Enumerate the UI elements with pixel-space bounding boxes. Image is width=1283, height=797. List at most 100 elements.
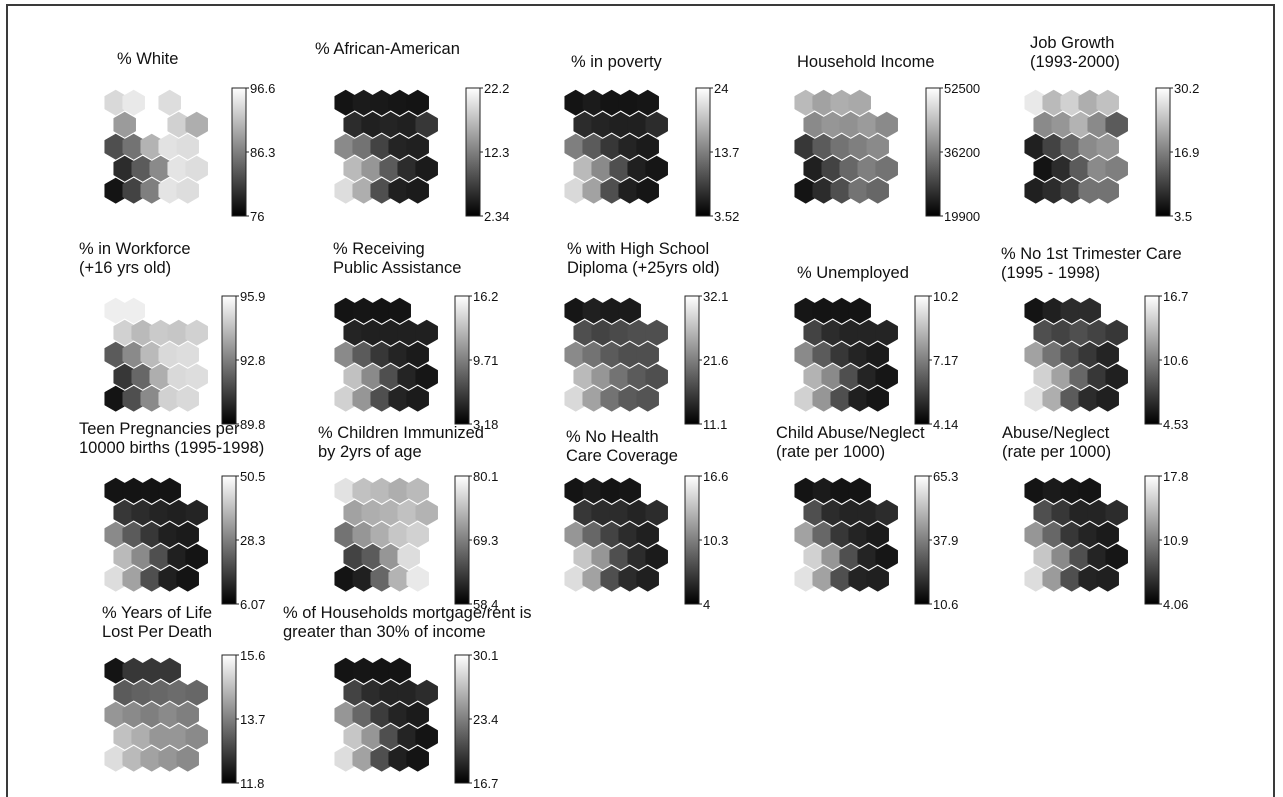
- component-plane: 10.2 7.17 4.14: [794, 289, 958, 432]
- hex-cell: [875, 111, 898, 138]
- hex-cell: [875, 155, 898, 182]
- hex-cell: [406, 701, 429, 728]
- component-plane: 17.8 10.9 4.06: [1024, 469, 1188, 612]
- hex-cell: [176, 385, 199, 412]
- colorbar-label-min: 4.53: [1163, 417, 1188, 432]
- hex-cell: [185, 723, 208, 750]
- hex-cell: [848, 89, 871, 116]
- colorbar-label-mid: 13.7: [714, 145, 739, 160]
- plane-title: % African-American: [315, 40, 460, 58]
- figure-frame: [6, 4, 1275, 797]
- hex-cell: [618, 477, 641, 504]
- component-plane: 65.3 37.9 10.6: [794, 469, 958, 612]
- hex-cell: [415, 723, 438, 750]
- colorbar-label-min: 10.6: [933, 597, 958, 612]
- hex-cell: [176, 701, 199, 728]
- colorbar-label-mid: 10.6: [1163, 353, 1188, 368]
- colorbar: [914, 295, 930, 425]
- colorbar-label-mid: 10.9: [1163, 533, 1188, 548]
- hex-cell: [645, 363, 668, 390]
- hex-cell: [645, 155, 668, 182]
- hex-cell: [1078, 297, 1101, 324]
- colorbar-label-mid: 28.3: [240, 533, 265, 548]
- hex-cell: [185, 111, 208, 138]
- colorbar-label-mid: 86.3: [250, 145, 275, 160]
- colorbar: [221, 295, 237, 425]
- colorbar: [684, 475, 700, 605]
- hex-cell: [1096, 565, 1119, 592]
- colorbar-label-min: 6.07: [240, 597, 265, 612]
- hex-cell: [866, 385, 889, 412]
- colorbar-label-mid: 37.9: [933, 533, 958, 548]
- plane-title: % White: [117, 50, 179, 68]
- hex-cell: [1105, 155, 1128, 182]
- colorbar: [914, 475, 930, 605]
- hex-cell: [636, 177, 659, 204]
- plane-title: % Children Immunized by 2yrs of age: [318, 424, 484, 461]
- colorbar: [684, 295, 700, 425]
- colorbar-label-max: 50.5: [240, 469, 265, 484]
- plane-title: % in Workforce (+16 yrs old): [79, 240, 191, 277]
- component-plane: 96.6 86.3 76: [104, 81, 275, 224]
- hex-cell: [1078, 477, 1101, 504]
- hex-cell: [406, 133, 429, 160]
- colorbar: [465, 87, 481, 217]
- hex-cell: [875, 499, 898, 526]
- hex-cell: [875, 319, 898, 346]
- hex-cell: [866, 177, 889, 204]
- hex-cell: [1105, 319, 1128, 346]
- hex-cell: [406, 521, 429, 548]
- colorbar-label-min: 16.7: [473, 776, 498, 791]
- colorbar: [454, 295, 470, 425]
- hex-cell: [185, 679, 208, 706]
- component-plane: 50.5 28.3 6.07: [104, 469, 265, 612]
- plane-title: % Unemployed: [797, 264, 909, 282]
- hex-cell: [158, 89, 181, 116]
- colorbar-label-max: 65.3: [933, 469, 958, 484]
- hex-cell: [636, 565, 659, 592]
- hex-cell: [1096, 177, 1119, 204]
- hex-cell: [875, 543, 898, 570]
- colorbar-label-max: 96.6: [250, 81, 275, 96]
- hex-cell: [636, 521, 659, 548]
- component-plane: 52500 36200 19900: [794, 81, 980, 224]
- hex-cell: [415, 319, 438, 346]
- hex-cell: [645, 319, 668, 346]
- colorbar: [221, 654, 237, 784]
- hex-cell: [1105, 499, 1128, 526]
- component-plane: 24 13.7 3.52: [564, 81, 739, 224]
- colorbar: [1155, 87, 1171, 217]
- colorbar-label-min: 4: [703, 597, 710, 612]
- hex-cell: [1096, 341, 1119, 368]
- colorbar-label-max: 17.8: [1163, 469, 1188, 484]
- hex-cell: [1096, 385, 1119, 412]
- hex-cell: [158, 477, 181, 504]
- colorbar-label-max: 95.9: [240, 289, 265, 304]
- plane-title: % in poverty: [571, 53, 662, 71]
- hex-cell: [645, 543, 668, 570]
- colorbar-label-mid: 16.9: [1174, 145, 1199, 160]
- hex-cell: [406, 477, 429, 504]
- hex-cell: [406, 177, 429, 204]
- colorbar: [221, 475, 237, 605]
- hex-cell: [388, 657, 411, 684]
- plane-title: % of Households mortgage/rent is greater…: [283, 604, 532, 641]
- colorbar: [925, 87, 941, 217]
- colorbar-label-max: 80.1: [473, 469, 498, 484]
- hex-cell: [185, 155, 208, 182]
- hex-cell: [176, 745, 199, 772]
- colorbar-label-min: 3.18: [473, 417, 498, 432]
- colorbar-label-mid: 10.3: [703, 533, 728, 548]
- hex-cell: [875, 363, 898, 390]
- colorbar-label-max: 16.2: [473, 289, 498, 304]
- hex-cell: [618, 297, 641, 324]
- colorbar-label-max: 30.2: [1174, 81, 1199, 96]
- hex-cell: [176, 133, 199, 160]
- plane-title: % Receiving Public Assistance: [333, 240, 462, 277]
- plane-title: Household Income: [797, 53, 935, 71]
- hex-cell: [185, 499, 208, 526]
- hex-cell: [1096, 89, 1119, 116]
- colorbar-label-mid: 9.71: [473, 353, 498, 368]
- hex-cell: [176, 177, 199, 204]
- colorbar-label-mid: 36200: [944, 145, 980, 160]
